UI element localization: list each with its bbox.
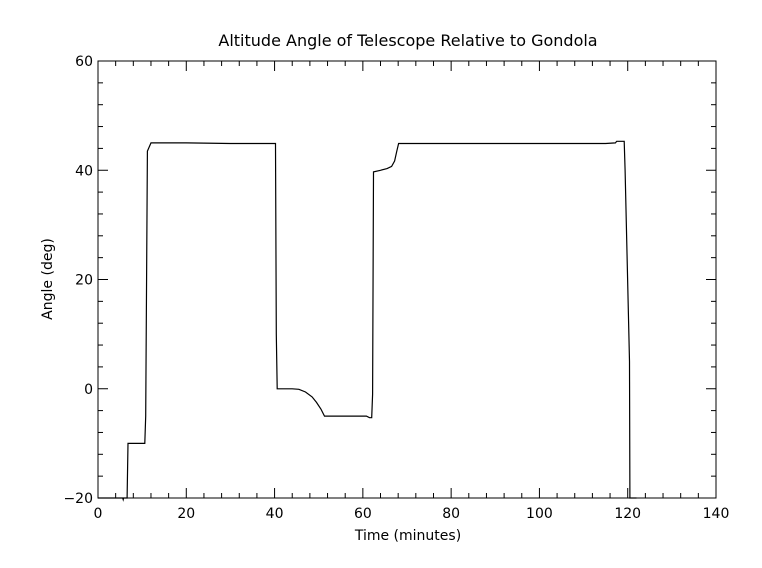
x-tick-label: 40 bbox=[266, 506, 284, 522]
x-axis-label: Time (minutes) bbox=[354, 528, 461, 544]
x-tick-label: 0 bbox=[94, 506, 103, 522]
axis-ticks bbox=[97, 60, 717, 499]
x-tick-label: 120 bbox=[614, 506, 641, 522]
chart-title: Altitude Angle of Telescope Relative to … bbox=[218, 31, 597, 50]
plot-frame bbox=[97, 60, 717, 499]
x-tick-label: 20 bbox=[177, 506, 195, 522]
y-tick-label: −20 bbox=[63, 491, 93, 507]
y-tick-label: 0 bbox=[84, 382, 93, 398]
x-tick-label: 140 bbox=[703, 506, 730, 522]
x-tick-label: 80 bbox=[442, 506, 460, 522]
series-line bbox=[98, 140, 637, 502]
y-tick-label: 40 bbox=[75, 163, 93, 179]
x-tick-label: 60 bbox=[354, 506, 372, 522]
y-axis-label: Angle (deg) bbox=[40, 238, 56, 320]
x-tick-label: 100 bbox=[526, 506, 553, 522]
y-tick-label: 60 bbox=[75, 54, 93, 70]
y-tick-label: 20 bbox=[75, 273, 93, 289]
